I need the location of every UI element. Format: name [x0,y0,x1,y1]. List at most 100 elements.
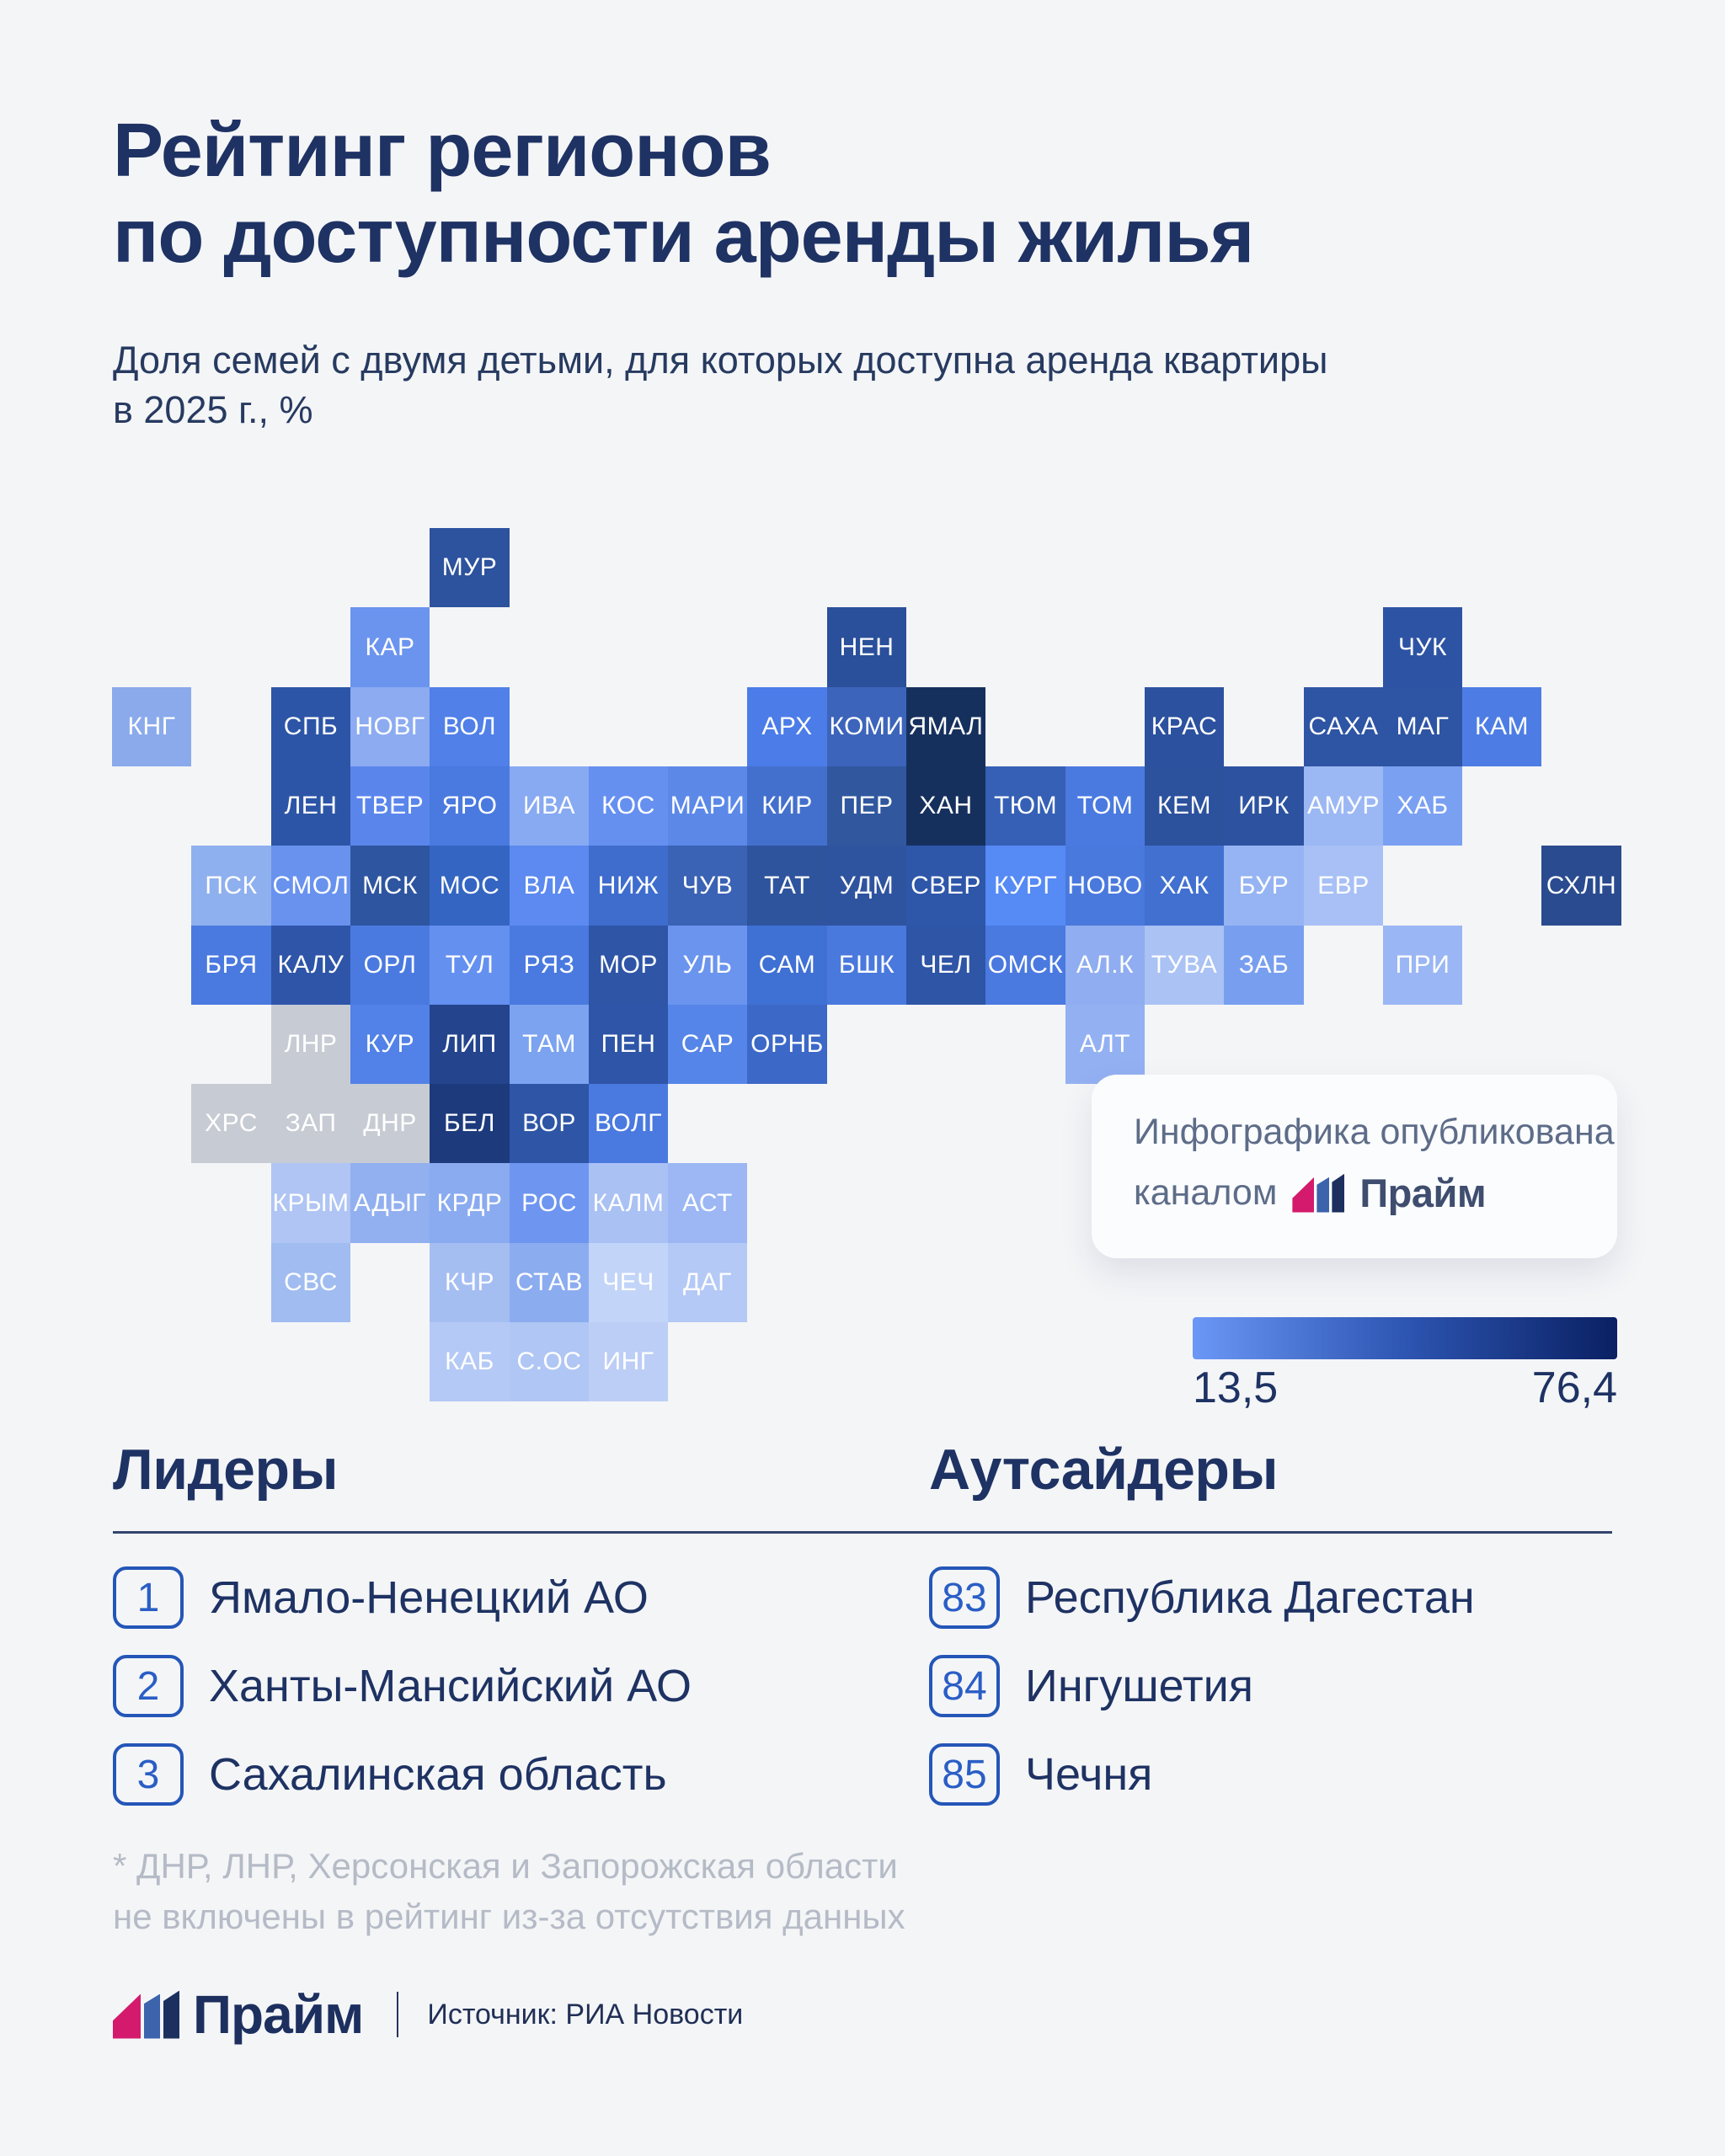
region-tile-ИНГ: ИНГ [589,1322,668,1401]
region-tile-ТУЛ: ТУЛ [430,926,510,1005]
region-tile-БШК: БШК [827,926,906,1005]
prime-logo-bar-navy [1332,1173,1345,1213]
region-tile-БЕЛ: БЕЛ [430,1084,510,1163]
outsider-item-3: 85 Чечня [929,1743,1475,1806]
region-tile-ТУВА: ТУВА [1145,926,1224,1005]
region-tile-НОВГ: НОВГ [350,687,430,766]
outsider-region-name: Ингушетия [1025,1661,1254,1711]
region-tile-ПЕР: ПЕР [827,766,906,846]
prime-logo-bar-pink [113,1993,141,2039]
region-tile-КАР: КАР [350,607,430,687]
region-tile-КАЛМ: КАЛМ [589,1163,668,1243]
leaders-heading: Лидеры [113,1438,339,1502]
region-tile-АДЫГ: АДЫГ [350,1163,430,1243]
region-tile-КРДР: КРДР [430,1163,510,1243]
section-divider [113,1531,1612,1534]
footnote-line2: не включены в рейтинг из-за отсутствия д… [113,1897,905,1936]
outsiders-heading: Аутсайдеры [929,1438,1279,1502]
region-tile-ЧЕЛ: ЧЕЛ [906,926,985,1005]
publisher-card: Инфографика опубликована каналом Прайм [1092,1075,1617,1258]
leader-region-name: Ханты-Мансийский АО [209,1661,692,1711]
region-tile-ЧЕЧ: ЧЕЧ [589,1243,668,1322]
region-tile-ДАГ: ДАГ [668,1243,747,1322]
region-tile-САР: САР [668,1005,747,1084]
region-tile-ВОЛГ: ВОЛГ [589,1084,668,1163]
page-subtitle: Доля семей с двумя детьми, для которых д… [113,335,1327,435]
page-subtitle-line2: в 2025 г., % [113,388,313,431]
region-tile-ТАМ: ТАМ [510,1005,589,1084]
region-tile-СХЛН: СХЛН [1541,846,1621,926]
region-tile-КИР: КИР [747,766,827,846]
outsider-region-name: Республика Дагестан [1025,1572,1475,1623]
region-tile-ДНР: ДНР [350,1084,430,1163]
region-tile-РОС: РОС [510,1163,589,1243]
region-tile-КРЫМ: КРЫМ [271,1163,350,1243]
region-tile-АРХ: АРХ [747,687,827,766]
publisher-card-brand: Прайм [1359,1171,1487,1215]
region-tile-МОР: МОР [589,926,668,1005]
region-tile-ЛЕН: ЛЕН [271,766,350,846]
prime-logo-bar-pink [1292,1177,1315,1213]
region-tile-ЛИП: ЛИП [430,1005,510,1084]
region-tile-КАМ: КАМ [1462,687,1541,766]
region-tile-ТАТ: ТАТ [747,846,827,926]
region-tile-КАБ: КАБ [430,1322,510,1401]
region-tile-ХАБ: ХАБ [1383,766,1462,846]
region-tile-СТАВ: СТАВ [510,1243,589,1322]
region-tile-ПСК: ПСК [191,846,271,926]
legend-max-label: 76,4 [1531,1364,1617,1412]
region-tile-КАЛУ: КАЛУ [271,926,350,1005]
region-tile-ЧУВ: ЧУВ [668,846,747,926]
publisher-card-prefix: каналом [1134,1172,1278,1213]
publisher-card-line1: Инфографика опубликована [1134,1112,1615,1152]
footer-brand: Прайм [193,1984,364,2045]
region-tile-ОРНБ: ОРНБ [747,1005,827,1084]
region-tile-СПБ: СПБ [271,687,350,766]
region-tile-КЕМ: КЕМ [1145,766,1224,846]
page-title-line2: по доступности аренды жилья [113,195,1254,279]
prime-logo-icon [1292,1173,1345,1213]
footnote: * ДНР, ЛНР, Херсонская и Запорожская обл… [113,1841,905,1942]
region-tile-ТЮМ: ТЮМ [985,766,1065,846]
region-tile-КЧР: КЧР [430,1243,510,1322]
region-tile-С.ОС: С.ОС [510,1322,589,1401]
region-tile-ВОР: ВОР [510,1084,589,1163]
region-tile-ТОМ: ТОМ [1065,766,1145,846]
footer-divider [397,1992,399,2037]
prime-logo-bar-blue [144,1993,160,2039]
region-tile-ПЕН: ПЕН [589,1005,668,1084]
outsiders-list: 83 Республика Дагестан 84 Ингушетия 85 Чечня [929,1566,1475,1806]
region-tile-АЛ.К: АЛ.К [1065,926,1145,1005]
region-tile-АМУР: АМУР [1304,766,1383,846]
region-tile-КНГ: КНГ [112,687,191,766]
region-tile-КРАС: КРАС [1145,687,1224,766]
region-tile-МОС: МОС [430,846,510,926]
region-tile-АСТ: АСТ [668,1163,747,1243]
page-subtitle-line1: Доля семей с двумя детьми, для которых д… [113,339,1328,382]
leader-region-name: Ямало-Ненецкий АО [209,1572,649,1623]
outsider-rank-badge: 85 [929,1743,1000,1806]
region-tile-СВЕР: СВЕР [906,846,985,926]
leader-rank-badge: 2 [113,1655,184,1717]
leaders-list: 1 Ямало-Ненецкий АО 2 Ханты-Мансийский АО 3 С… [113,1566,692,1806]
legend-min-label: 13,5 [1193,1364,1279,1412]
region-tile-ЕВР: ЕВР [1304,846,1383,926]
leader-rank-badge: 3 [113,1743,184,1806]
region-tile-БРЯ: БРЯ [191,926,271,1005]
legend-gradient-bar [1193,1317,1617,1359]
region-tile-КОМИ: КОМИ [827,687,906,766]
region-tile-ЯРО: ЯРО [430,766,510,846]
leader-region-name: Сахалинская область [209,1749,667,1800]
region-tile-МАРИ: МАРИ [668,766,747,846]
page-title: Рейтинг регионов по доступности аренды ж… [113,108,1254,280]
region-tile-ХАН: ХАН [906,766,985,846]
leader-item-2: 2 Ханты-Мансийский АО [113,1655,692,1717]
prime-logo-icon [113,1990,179,2039]
outsider-item-2: 84 Ингушетия [929,1655,1475,1717]
leader-item-3: 3 Сахалинская область [113,1743,692,1806]
region-tile-ПРИ: ПРИ [1383,926,1462,1005]
region-tile-САМ: САМ [747,926,827,1005]
region-tile-САХА: САХА [1304,687,1383,766]
region-tile-ЛНР: ЛНР [271,1005,350,1084]
